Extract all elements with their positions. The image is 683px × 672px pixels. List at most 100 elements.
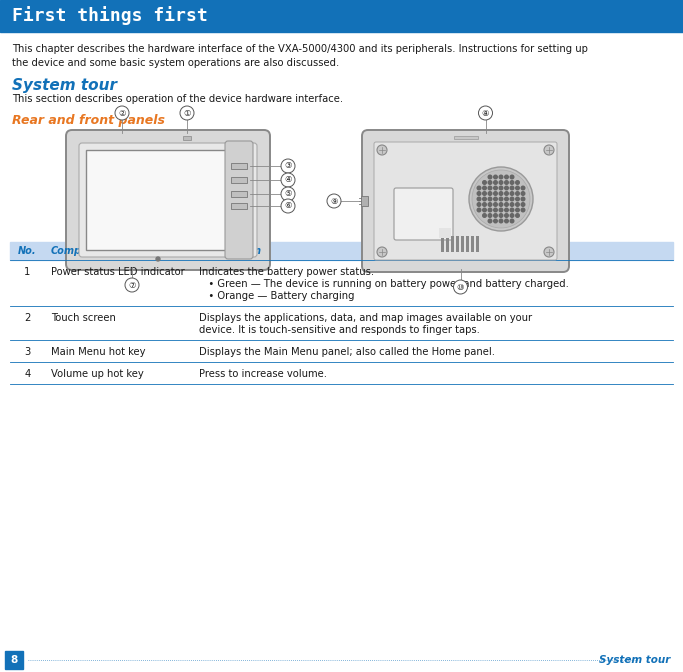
Bar: [475, 236, 479, 252]
Circle shape: [125, 278, 139, 292]
FancyBboxPatch shape: [225, 141, 253, 259]
Bar: [454, 136, 477, 139]
Circle shape: [510, 203, 514, 206]
Circle shape: [516, 181, 519, 184]
Circle shape: [469, 167, 533, 231]
Circle shape: [510, 181, 514, 184]
Circle shape: [544, 247, 554, 257]
Text: Press to increase volume.: Press to increase volume.: [199, 369, 327, 379]
Text: Volume up hot key: Volume up hot key: [51, 369, 143, 379]
Bar: [231, 177, 247, 183]
Text: 2: 2: [25, 313, 31, 323]
Circle shape: [281, 173, 295, 187]
Circle shape: [488, 219, 492, 223]
Circle shape: [505, 197, 508, 201]
Text: device. It is touch-sensitive and responds to finger taps.: device. It is touch-sensitive and respon…: [199, 325, 480, 335]
Bar: [0, 0, 683, 32]
Circle shape: [281, 199, 295, 213]
Circle shape: [510, 186, 514, 190]
Circle shape: [472, 170, 530, 228]
Circle shape: [499, 219, 503, 223]
Circle shape: [505, 214, 508, 217]
Circle shape: [115, 106, 129, 120]
Circle shape: [510, 197, 514, 201]
Text: 1: 1: [25, 267, 31, 277]
Bar: [231, 191, 247, 197]
Circle shape: [488, 203, 492, 206]
Circle shape: [377, 145, 387, 155]
Circle shape: [499, 175, 503, 179]
Bar: [460, 236, 464, 252]
Circle shape: [521, 208, 525, 212]
Bar: [456, 236, 458, 252]
Circle shape: [499, 186, 503, 190]
Circle shape: [494, 186, 497, 190]
Circle shape: [156, 257, 160, 261]
Circle shape: [505, 186, 508, 190]
Text: • Orange — Battery charging: • Orange — Battery charging: [199, 291, 354, 301]
Text: ②: ②: [118, 108, 126, 118]
Circle shape: [494, 181, 497, 184]
Text: ⑥: ⑥: [284, 202, 292, 210]
Bar: [86, 150, 228, 250]
Circle shape: [454, 280, 467, 294]
Text: Displays the Main Menu panel; also called the Home panel.: Displays the Main Menu panel; also calle…: [199, 347, 495, 357]
Circle shape: [516, 192, 519, 196]
Text: Component: Component: [51, 246, 114, 256]
Circle shape: [499, 192, 503, 196]
Text: This section describes operation of the device hardware interface.: This section describes operation of the …: [12, 94, 343, 104]
Text: Description: Description: [199, 246, 262, 256]
Text: System tour: System tour: [598, 655, 670, 665]
Bar: [231, 163, 247, 169]
Circle shape: [483, 181, 486, 184]
Bar: [466, 236, 469, 252]
Bar: [10, 242, 673, 260]
Circle shape: [510, 208, 514, 212]
Circle shape: [483, 214, 486, 217]
Circle shape: [494, 208, 497, 212]
Circle shape: [494, 175, 497, 179]
FancyBboxPatch shape: [79, 143, 257, 257]
Text: Power status LED indicator: Power status LED indicator: [51, 267, 184, 277]
Text: 4: 4: [25, 369, 31, 379]
Circle shape: [505, 192, 508, 196]
Circle shape: [477, 197, 481, 201]
Circle shape: [281, 159, 295, 173]
Circle shape: [505, 208, 508, 212]
Text: ⑤: ⑤: [284, 190, 292, 198]
Circle shape: [521, 197, 525, 201]
Circle shape: [505, 181, 508, 184]
Circle shape: [494, 192, 497, 196]
Bar: [439, 228, 451, 238]
Bar: [231, 203, 247, 209]
FancyBboxPatch shape: [374, 142, 557, 260]
Circle shape: [477, 192, 481, 196]
Bar: [445, 236, 449, 252]
Text: System tour: System tour: [12, 78, 117, 93]
Circle shape: [521, 192, 525, 196]
Circle shape: [488, 208, 492, 212]
Text: 3: 3: [25, 347, 31, 357]
Circle shape: [494, 203, 497, 206]
Circle shape: [494, 214, 497, 217]
Text: ①: ①: [183, 108, 191, 118]
Text: Indicates the battery power status.: Indicates the battery power status.: [199, 267, 374, 277]
Circle shape: [488, 175, 492, 179]
Bar: [183, 136, 191, 140]
Circle shape: [488, 192, 492, 196]
Bar: [451, 236, 454, 252]
FancyBboxPatch shape: [394, 188, 453, 240]
Circle shape: [516, 197, 519, 201]
Text: Displays the applications, data, and map images available on your: Displays the applications, data, and map…: [199, 313, 532, 323]
Bar: [5, 651, 23, 669]
Circle shape: [488, 197, 492, 201]
Circle shape: [488, 181, 492, 184]
Bar: [441, 236, 443, 252]
Text: • Green — The device is running on battery power and battery charged.: • Green — The device is running on batte…: [199, 279, 569, 289]
Bar: [361, 196, 368, 206]
Circle shape: [510, 219, 514, 223]
Circle shape: [521, 186, 525, 190]
Circle shape: [499, 214, 503, 217]
Circle shape: [483, 208, 486, 212]
Circle shape: [516, 214, 519, 217]
